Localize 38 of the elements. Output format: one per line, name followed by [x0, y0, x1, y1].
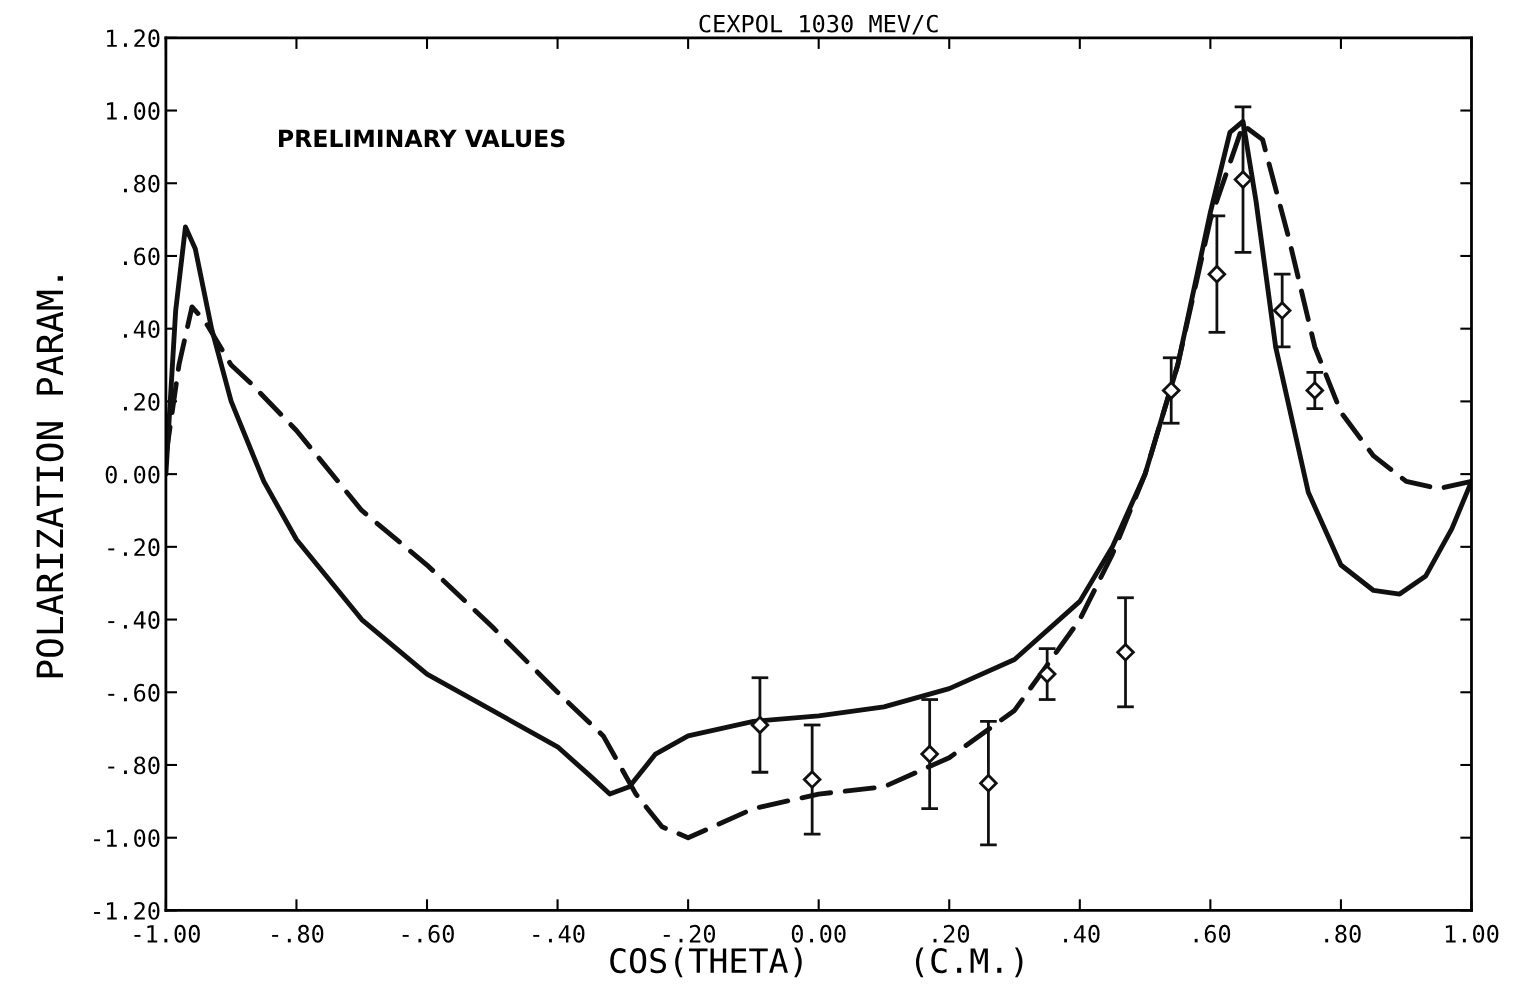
y-tick-label: -.40: [108, 611, 160, 629]
y-tick-label: -1.20: [94, 901, 160, 920]
point: [1233, 170, 1253, 189]
point: [1161, 381, 1181, 400]
y-tick-label: -.60: [108, 683, 160, 702]
y-axis-title: POLARIZATION PARAM.: [36, 276, 64, 678]
y-tick-label: .80: [124, 174, 160, 193]
x-tick-label: -.40: [533, 924, 585, 943]
y-tick-label: .60: [124, 247, 160, 266]
y-tick-label: -1.00: [94, 829, 160, 848]
point: [1272, 301, 1292, 320]
annotation: PRELIMINARY VALUES: [279, 129, 565, 148]
x-tick-label: .80: [1325, 924, 1361, 943]
x-axis-title: COS(THETA) (C.M.): [610, 947, 1023, 978]
y-tick-label: 1.00: [107, 102, 160, 120]
x-tick-label: -.20: [663, 924, 716, 943]
y-tick-label: .20: [124, 392, 160, 411]
x-tick-label: .40: [1064, 924, 1100, 943]
y-tick-label: 0.00: [105, 465, 160, 484]
x-tick-label: .20: [933, 924, 970, 943]
y-tick-label: 1.20: [107, 29, 160, 48]
x-tick-label: -.60: [402, 924, 454, 943]
point: [1037, 664, 1057, 684]
point: [1116, 643, 1135, 662]
x-tick-label: 1.00: [1445, 924, 1499, 943]
chart-title: CEXPOL 1030 MEV/C: [699, 14, 938, 35]
point: [1207, 264, 1227, 284]
point: [1305, 381, 1325, 400]
point: [802, 770, 822, 789]
point: [920, 744, 939, 764]
point: [979, 773, 998, 793]
point: [750, 715, 770, 735]
x-tick-label: -.80: [272, 924, 324, 943]
x-tick-label: 0.00: [791, 924, 846, 943]
y-tick-label: -.80: [108, 756, 160, 775]
y-tick-label: -.20: [108, 538, 160, 557]
y-tick-label: .40: [124, 320, 160, 339]
x-tick-label: .60: [1194, 924, 1231, 943]
